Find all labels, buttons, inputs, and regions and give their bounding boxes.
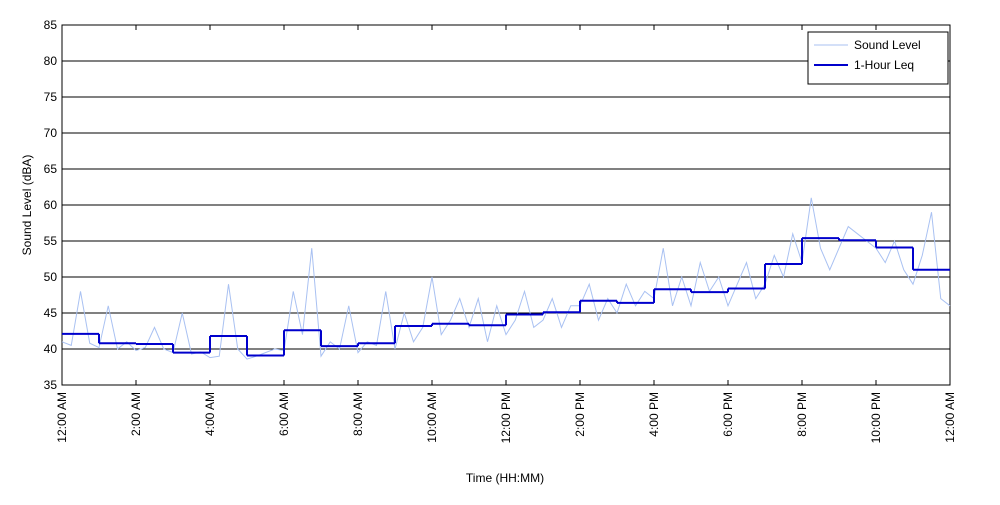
x-tick-label: 4:00 PM [647,392,661,437]
x-tick-label: 12:00 PM [499,392,513,443]
legend-label: Sound Level [854,38,921,52]
x-tick-label: 4:00 AM [203,392,217,436]
y-tick-label: 75 [44,90,58,104]
x-tick-label: 10:00 PM [869,392,883,443]
y-tick-label: 80 [44,54,58,68]
y-tick-label: 40 [44,342,58,356]
legend-box [807,31,949,85]
plot-frame [61,24,951,386]
y-tick-label: 35 [44,378,58,392]
legend-label: 1-Hour Leq [854,58,914,72]
x-tick-label: 12:00 AM [943,392,957,443]
y-tick-label: 70 [44,126,58,140]
y-axis-label: Sound Level (dBA) [20,155,34,256]
x-tick-label: 6:00 AM [277,392,291,436]
y-tick-label: 55 [44,234,58,248]
y-tick-label: 65 [44,162,58,176]
y-tick-label: 45 [44,306,58,320]
x-tick-label: 2:00 AM [129,392,143,436]
x-tick-label: 8:00 AM [351,392,365,436]
x-axis-label: Time (HH:MM) [466,471,544,485]
x-tick-label: 6:00 PM [721,392,735,437]
x-tick-label: 2:00 PM [573,392,587,437]
y-tick-label: 50 [44,270,58,284]
y-tick-label: 60 [44,198,58,212]
y-tick-label: 85 [44,18,58,32]
x-tick-label: 8:00 PM [795,392,809,437]
x-tick-label: 10:00 AM [425,392,439,443]
x-tick-label: 12:00 AM [55,392,69,443]
